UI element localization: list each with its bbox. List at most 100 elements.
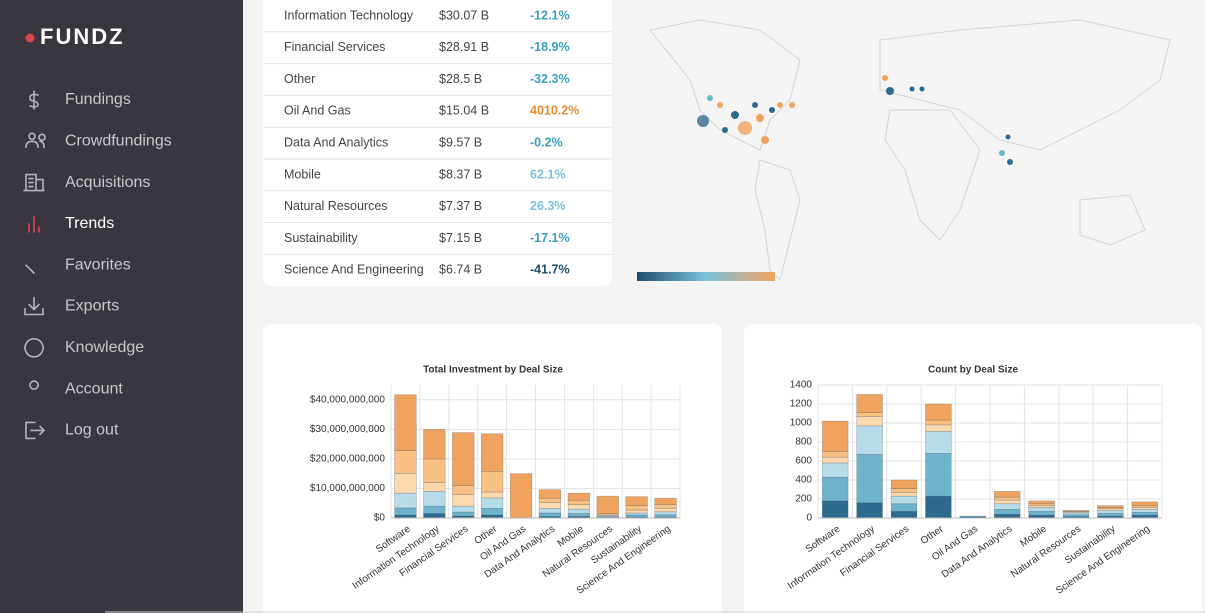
amount: $28.5 B [439, 72, 482, 86]
bar-segment [856, 412, 883, 417]
bar-segment [538, 502, 562, 509]
bar-segment [654, 511, 677, 516]
bar-segment [654, 504, 677, 509]
change: -18.9% [530, 40, 570, 54]
bar-segment [567, 513, 590, 517]
chart: Total Investment by Deal Size $0 $10,000,0… [310, 365, 681, 597]
bar-segment [1097, 505, 1124, 508]
bar-segment [394, 394, 417, 451]
industry: Science And Engineering [284, 263, 424, 277]
bar-segment [452, 494, 475, 507]
sidebar [0, 0, 243, 613]
bar-segment [856, 454, 883, 504]
nav-item[interactable]: Fundings [65, 91, 131, 108]
amount: $28.91 B [439, 40, 489, 54]
bar-segment [821, 456, 849, 464]
table-card [263, 0, 612, 286]
bar-segment [925, 453, 952, 497]
industry: Oil And Gas [284, 104, 351, 118]
bar-segment [423, 491, 446, 507]
y-tick-label: $0 [374, 513, 386, 524]
bar-segment [654, 507, 677, 513]
y-tick-label: $30,000,000,000 [310, 424, 386, 435]
nav-item[interactable]: Account [65, 380, 123, 397]
logo-dot [25, 33, 35, 43]
nav-item[interactable]: Crowdfundings [65, 133, 172, 150]
y-tick-label: $10,000,000,000 [310, 483, 386, 494]
bar-segment [821, 462, 849, 478]
bar-segment [925, 419, 952, 426]
change: 26.3% [530, 199, 565, 213]
nav-item[interactable]: Knowledge [65, 339, 144, 356]
nav-item[interactable]: Favorites [65, 256, 131, 273]
bar-segment [821, 476, 849, 502]
bar-segment [625, 514, 648, 518]
y-tick-label: 1200 [790, 399, 813, 410]
industry: Financial Services [284, 40, 385, 54]
bar-segment [993, 496, 1021, 501]
nav-icon [23, 173, 45, 192]
nav-icon [29, 90, 39, 110]
bar-segment [993, 513, 1021, 519]
bar-segment [567, 499, 590, 505]
bar-segment [1028, 500, 1055, 505]
bar-segment [423, 458, 446, 483]
industry: Natural Resources [284, 199, 388, 213]
change: -12.1% [530, 8, 570, 22]
bar-segment [625, 509, 648, 514]
change: -17.1% [530, 231, 570, 245]
bar-segment [1028, 507, 1055, 512]
bar-segment [821, 451, 849, 458]
y-tick-label: 200 [795, 494, 812, 505]
nav-icon [24, 338, 44, 358]
bar-segment [538, 497, 562, 503]
nav-icon [25, 132, 46, 149]
world-map [649, 19, 1171, 281]
y-tick-label: 1400 [790, 380, 813, 391]
bar-segment [993, 503, 1021, 510]
bar-segment [1131, 501, 1159, 506]
bar-segment [423, 482, 446, 492]
logo[interactable]: FUNDZ [40, 24, 125, 49]
nav-item[interactable]: Exports [65, 298, 119, 315]
bar-segment [567, 504, 590, 510]
bar-segment [890, 479, 918, 489]
bar-segment [959, 515, 987, 518]
change: -0.2% [530, 135, 563, 149]
industry: Mobile [284, 167, 321, 181]
nav-item[interactable]: Log out [65, 422, 119, 439]
industry: Data And Analytics [284, 135, 388, 149]
y-tick-label: $40,000,000,000 [310, 394, 386, 405]
bar-segment [856, 416, 883, 427]
bar-segment [567, 508, 590, 514]
bar-segment [481, 497, 504, 509]
bar-segment [452, 485, 475, 495]
y-tick-label: 1000 [790, 418, 813, 429]
nav-item[interactable]: Acquisitions [65, 174, 150, 191]
bar-segment [993, 499, 1021, 505]
bar-segment [890, 488, 918, 493]
y-tick-label: 400 [795, 475, 812, 486]
bar-segment [452, 505, 475, 513]
bar-segment [993, 509, 1021, 515]
chart-title: Total Investment by Deal Size [423, 365, 563, 376]
change: -32.3% [530, 72, 570, 86]
bar-segment [925, 431, 952, 454]
nav-icon [28, 216, 40, 233]
map-points [697, 75, 1013, 165]
change: 62.1% [530, 167, 565, 181]
nav-icon [25, 421, 46, 440]
bar-segment [452, 511, 475, 517]
bar-segment [1131, 511, 1159, 516]
bar-segment [452, 432, 475, 486]
change: -41.7% [530, 263, 570, 277]
amount: $9.57 B [439, 135, 482, 149]
bar-segment [509, 473, 533, 519]
bar-segment [1028, 511, 1055, 516]
bar-segment [925, 424, 952, 432]
amount: $7.15 B [439, 231, 482, 245]
nav-item[interactable]: Trends [65, 215, 114, 232]
bar-segment [567, 492, 590, 501]
bar-segment [423, 505, 446, 514]
